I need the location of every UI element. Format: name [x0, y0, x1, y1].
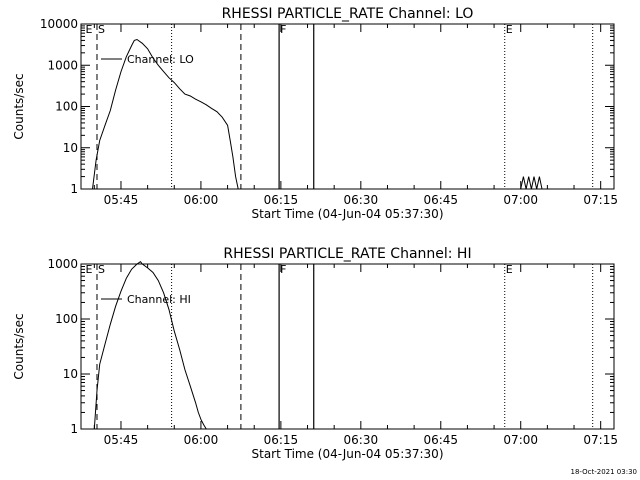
lo-y-tick-label: 1000: [47, 58, 78, 72]
lo-count-rate-line: [92, 38, 239, 190]
lo-y-axis-label: Counts/sec: [12, 73, 26, 139]
hi-y-tick-label: 1000: [47, 257, 78, 271]
lo-marker-e: E: [506, 23, 513, 36]
lo-y-tick-label: 10: [63, 141, 78, 155]
hi-marker-e: E: [506, 263, 513, 276]
lo-x-axis-label: Start Time (04-Jun-04 05:37:30): [252, 207, 444, 221]
lo-x-tick-label: 07:00: [503, 193, 538, 207]
lo-channel-panel: RHESSI PARTICLE_RATE Channel: LO Counts/s…: [12, 6, 618, 221]
lo-chart-title: RHESSI PARTICLE_RATE Channel: LO: [222, 6, 474, 22]
lo-x-tick-label: 06:30: [344, 193, 379, 207]
hi-marker-f: F: [280, 263, 286, 276]
hi-marker-s: S: [98, 263, 105, 276]
hi-x-tick-label: 06:30: [344, 433, 379, 447]
lo-marker-s: S: [98, 23, 105, 36]
lo-y-tick-label: 1: [70, 182, 78, 196]
hi-x-tick-label: 06:45: [423, 433, 458, 447]
hi-chart-title: RHESSI PARTICLE_RATE Channel: HI: [223, 246, 471, 262]
lo-x-tick-label: 06:15: [264, 193, 299, 207]
lo-marker-f: F: [280, 23, 286, 36]
hi-y-tick-label: 100: [55, 312, 78, 326]
lo-x-tick-label: 05:45: [104, 193, 139, 207]
lo-y-tick-label: 100: [55, 100, 78, 114]
hi-y-tick-label: 1: [70, 422, 78, 436]
lo-y-tick-label: 10000: [40, 17, 78, 31]
hi-y-tick-label: 10: [63, 367, 78, 381]
lo-legend-label: Channel: LO: [127, 53, 194, 66]
lo-x-tick-label: 06:00: [184, 193, 219, 207]
hi-legend-label: Channel: HI: [127, 293, 191, 306]
hi-x-tick-label: 07:00: [503, 433, 538, 447]
hi-y-axis-label: Counts/sec: [12, 313, 26, 379]
lo-marker-e: E: [86, 23, 93, 36]
hi-x-axis-label: Start Time (04-Jun-04 05:37:30): [252, 447, 444, 461]
hi-x-tick-label: 05:45: [104, 433, 139, 447]
hi-count-rate-line: [93, 261, 207, 430]
hi-marker-e: E: [86, 263, 93, 276]
hi-channel-panel: RHESSI PARTICLE_RATE Channel: HI Counts/s…: [12, 246, 618, 461]
lo-noise-line: [520, 176, 543, 190]
lo-x-tick-label: 06:45: [423, 193, 458, 207]
lo-x-tick-label: 07:15: [583, 193, 618, 207]
footer-timestamp: 18-Oct-2021 03:30: [571, 468, 637, 476]
lo-plot-frame: [80, 23, 615, 190]
hi-plot-frame: [80, 263, 615, 430]
hi-x-tick-label: 06:15: [264, 433, 299, 447]
hi-x-tick-label: 06:00: [184, 433, 219, 447]
hi-x-tick-label: 07:15: [583, 433, 618, 447]
